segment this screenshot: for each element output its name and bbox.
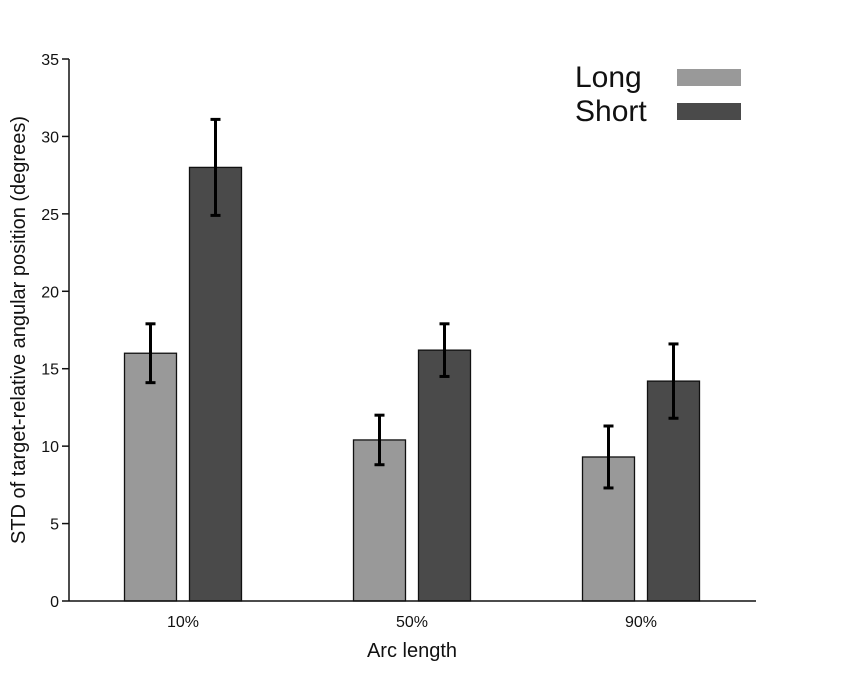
x-ticks-layer: 10% 50% 90% — [167, 614, 657, 631]
legend-swatch-short — [677, 103, 741, 120]
y-tick-label: 20 — [41, 284, 59, 301]
bar-long-0 — [123, 352, 178, 602]
x-tick-label: 90% — [625, 614, 657, 631]
y-tick-label: 25 — [41, 207, 59, 224]
legend-swatch-long — [677, 69, 741, 86]
bar-short-0 — [188, 166, 243, 602]
y-axis-title: STD of target-relative angular position … — [8, 116, 30, 544]
x-tick-label: 10% — [167, 614, 199, 631]
y-ticks-layer: 0 5 10 15 20 25 30 35 — [41, 52, 69, 611]
y-tick-label: 10 — [41, 439, 59, 456]
bars-layer — [123, 166, 701, 602]
x-tick-label: 50% — [396, 614, 428, 631]
x-axis-title: Arc length — [367, 640, 457, 662]
bar-short-1 — [417, 349, 472, 602]
bar-long-1 — [352, 439, 407, 602]
error-bars-layer — [145, 117, 679, 490]
legend-label-long: Long — [575, 61, 642, 94]
axes-layer — [68, 59, 756, 602]
y-tick-label: 5 — [50, 517, 59, 534]
legend-label-short: Short — [575, 95, 647, 128]
y-tick-label: 15 — [41, 362, 59, 379]
y-tick-label: 0 — [50, 594, 59, 611]
y-tick-label: 35 — [41, 52, 59, 69]
y-tick-label: 30 — [41, 129, 59, 146]
